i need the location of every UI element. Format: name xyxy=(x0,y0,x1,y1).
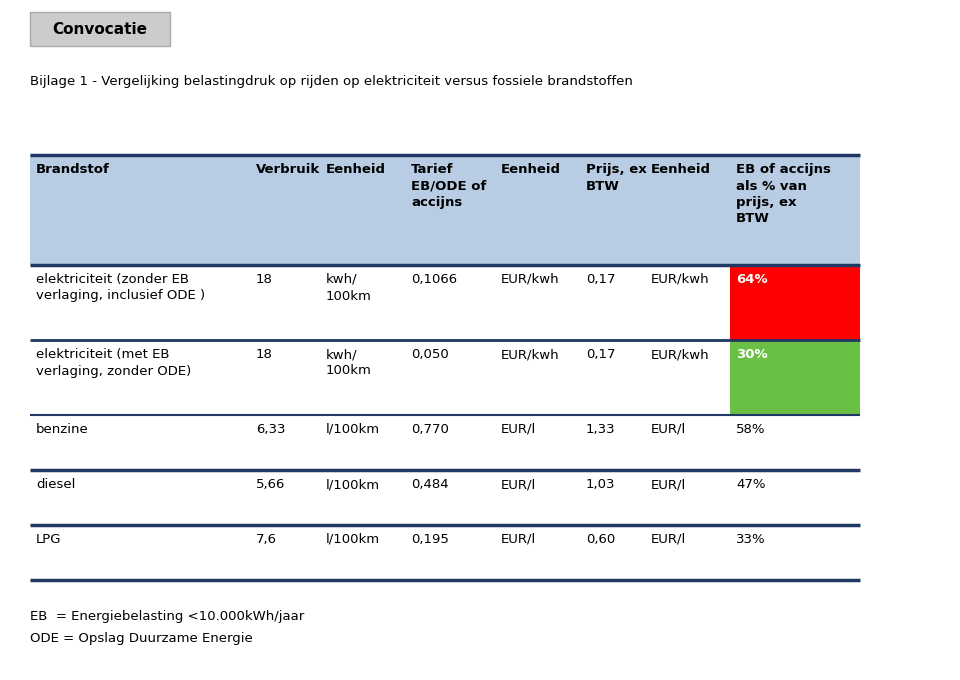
Text: l/100km: l/100km xyxy=(326,478,380,491)
Text: 1,33: 1,33 xyxy=(586,423,615,436)
Text: Convocatie: Convocatie xyxy=(53,22,148,37)
Text: EB of accijns
als % van
prijs, ex
BTW: EB of accijns als % van prijs, ex BTW xyxy=(736,163,830,226)
Text: 0,1066: 0,1066 xyxy=(411,273,457,286)
Text: 18: 18 xyxy=(256,273,273,286)
Text: EUR/l: EUR/l xyxy=(651,478,686,491)
Text: 5,66: 5,66 xyxy=(256,478,285,491)
Text: 33%: 33% xyxy=(736,533,766,546)
Text: 0,17: 0,17 xyxy=(586,273,615,286)
Text: EUR/l: EUR/l xyxy=(651,533,686,546)
Text: Eenheid: Eenheid xyxy=(501,163,561,176)
Text: EUR/kwh: EUR/kwh xyxy=(501,273,560,286)
Text: 18: 18 xyxy=(256,348,273,361)
Text: Bijlage 1 - Vergelijking belastingdruk op rijden op elektriciteit versus fossiel: Bijlage 1 - Vergelijking belastingdruk o… xyxy=(30,75,633,88)
Text: Prijs, ex
BTW: Prijs, ex BTW xyxy=(586,163,647,192)
Text: 0,195: 0,195 xyxy=(411,533,449,546)
Text: 1,03: 1,03 xyxy=(586,478,615,491)
Text: diesel: diesel xyxy=(36,478,76,491)
Text: 64%: 64% xyxy=(736,273,768,286)
Text: LPG: LPG xyxy=(36,533,61,546)
Text: EUR/l: EUR/l xyxy=(501,478,537,491)
Text: elektriciteit (met EB
verlaging, zonder ODE): elektriciteit (met EB verlaging, zonder … xyxy=(36,348,191,377)
Bar xyxy=(30,155,860,265)
Text: 7,6: 7,6 xyxy=(256,533,277,546)
Text: 0,60: 0,60 xyxy=(586,533,615,546)
Text: ODE = Opslag Duurzame Energie: ODE = Opslag Duurzame Energie xyxy=(30,632,252,645)
Text: EUR/kwh: EUR/kwh xyxy=(501,348,560,361)
Text: EUR/l: EUR/l xyxy=(501,423,537,436)
Text: Tarief
EB/ODE of
accijns: Tarief EB/ODE of accijns xyxy=(411,163,487,209)
Text: EUR/l: EUR/l xyxy=(651,423,686,436)
Text: EUR/kwh: EUR/kwh xyxy=(651,348,709,361)
Text: 0,050: 0,050 xyxy=(411,348,448,361)
Text: Eenheid: Eenheid xyxy=(651,163,711,176)
Text: EUR/l: EUR/l xyxy=(501,533,537,546)
Bar xyxy=(30,12,170,46)
Text: kwh/
100km: kwh/ 100km xyxy=(326,273,372,303)
Text: 30%: 30% xyxy=(736,348,768,361)
Text: 0,484: 0,484 xyxy=(411,478,448,491)
Text: l/100km: l/100km xyxy=(326,423,380,436)
Text: l/100km: l/100km xyxy=(326,533,380,546)
Bar xyxy=(730,340,860,415)
Text: kwh/
100km: kwh/ 100km xyxy=(326,348,372,377)
Text: 0,17: 0,17 xyxy=(586,348,615,361)
Text: EUR/kwh: EUR/kwh xyxy=(651,273,709,286)
Text: 0,770: 0,770 xyxy=(411,423,449,436)
Bar xyxy=(730,265,860,340)
Text: benzine: benzine xyxy=(36,423,88,436)
Text: Verbruik: Verbruik xyxy=(256,163,321,176)
Text: 6,33: 6,33 xyxy=(256,423,285,436)
Text: 47%: 47% xyxy=(736,478,765,491)
Text: 58%: 58% xyxy=(736,423,765,436)
Text: EB  = Energiebelasting <10.000kWh/jaar: EB = Energiebelasting <10.000kWh/jaar xyxy=(30,610,304,623)
Text: elektriciteit (zonder EB
verlaging, inclusief ODE ): elektriciteit (zonder EB verlaging, incl… xyxy=(36,273,205,303)
Text: Eenheid: Eenheid xyxy=(326,163,386,176)
Text: Brandstof: Brandstof xyxy=(36,163,109,176)
